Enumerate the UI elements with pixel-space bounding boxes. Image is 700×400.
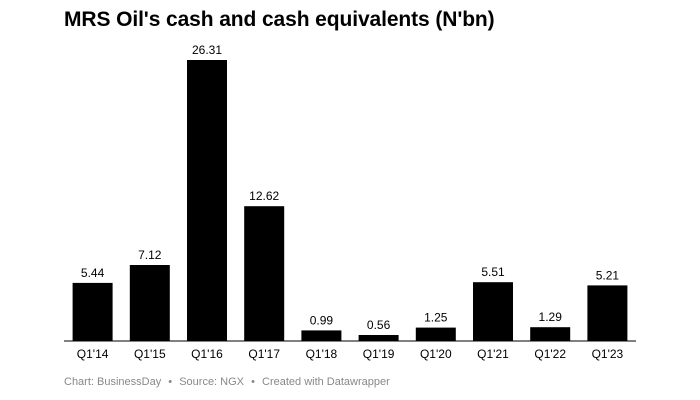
bar-Q1'20 (415, 327, 456, 341)
x-tick-label: Q1'17 (248, 347, 280, 361)
value-label: 0.56 (367, 318, 391, 332)
value-label: 5.51 (481, 265, 505, 279)
chart-source: Source: NGX (179, 376, 245, 388)
footer-separator: • (251, 376, 255, 388)
x-tick-label: Q1'23 (592, 347, 624, 361)
value-label: 1.29 (539, 310, 563, 324)
chart-footer: Chart: BusinessDay • Source: NGX • Creat… (64, 376, 390, 388)
x-tick-label: Q1'19 (363, 347, 395, 361)
x-tick-label: Q1'22 (534, 347, 566, 361)
value-labels-group: 5.44 7.12 26.31 12.62 0.99 0.56 1.25 5.51 1.29 5.… (81, 43, 619, 332)
value-label: 5.44 (81, 266, 105, 280)
x-tick-label: Q1'15 (134, 347, 166, 361)
value-label: 12.62 (249, 189, 279, 203)
value-label: 0.99 (310, 313, 334, 327)
bar-Q1'14 (72, 282, 113, 341)
bar-Q1'15 (129, 265, 170, 341)
chart-credit: Chart: BusinessDay (64, 376, 162, 388)
x-tick-label: Q1'18 (306, 347, 338, 361)
bar-Q1'19 (358, 335, 399, 341)
chart-title: MRS Oil's cash and cash equivalents (N'b… (64, 8, 495, 31)
bar-Q1'16 (187, 60, 227, 341)
value-label: 5.21 (596, 268, 620, 282)
bar-Q1'18 (301, 330, 342, 341)
bars-group (72, 60, 628, 341)
value-label: 1.25 (424, 311, 448, 325)
footer-separator: • (168, 376, 173, 388)
bar-Q1'22 (530, 327, 571, 341)
created-with: Created with Datawrapper (262, 376, 390, 388)
x-tick-labels-group: Q1'14 Q1'15 Q1'16 Q1'17 Q1'18 Q1'19 Q1'20 Q1'21… (77, 347, 624, 361)
x-tick-label: Q1'21 (477, 347, 509, 361)
x-tick-label: Q1'14 (77, 347, 109, 361)
bar-Q1'17 (244, 206, 285, 341)
value-label: 26.31 (192, 43, 222, 57)
x-tick-label: Q1'20 (420, 347, 452, 361)
x-tick-label: Q1'16 (191, 347, 223, 361)
bar-Q1'23 (587, 285, 628, 341)
value-label: 7.12 (138, 248, 162, 262)
bar-Q1'21 (473, 282, 513, 341)
